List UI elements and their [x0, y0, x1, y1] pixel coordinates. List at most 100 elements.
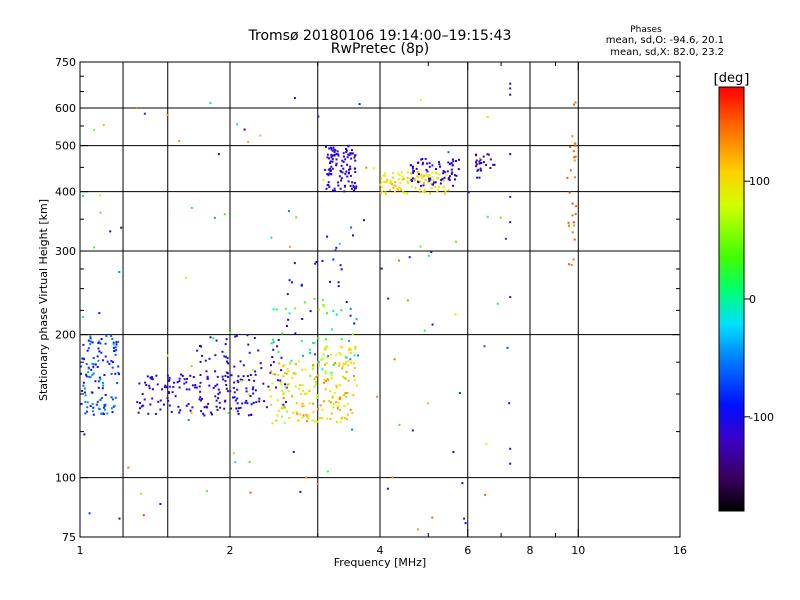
data-point	[353, 354, 356, 357]
data-point	[394, 181, 397, 183]
axis-ticks: 1 2 4 6 8 10 16 75 100 200 300 400 500 600 750	[55, 56, 687, 557]
data-point	[283, 405, 286, 408]
data-point	[85, 363, 88, 365]
data-point	[113, 350, 116, 352]
data-point	[337, 401, 340, 404]
data-point	[151, 388, 154, 391]
data-point	[341, 346, 344, 349]
data-point	[340, 338, 343, 341]
data-point	[496, 302, 499, 305]
data-point	[420, 158, 423, 161]
data-point	[428, 165, 431, 168]
data-point	[338, 362, 341, 365]
x-tick-label: 16	[673, 544, 687, 557]
data-point	[475, 165, 478, 168]
data-point	[337, 285, 340, 288]
data-point	[216, 408, 219, 411]
data-point	[486, 153, 489, 156]
data-point	[174, 395, 177, 398]
data-point	[317, 337, 320, 340]
data-point	[110, 373, 113, 375]
data-point	[226, 372, 229, 375]
data-point	[82, 381, 85, 384]
data-point	[399, 189, 402, 192]
data-point	[139, 407, 141, 410]
data-point	[334, 249, 337, 252]
data-point	[110, 334, 113, 337]
data-point	[423, 329, 426, 332]
data-point	[93, 128, 96, 131]
data-point	[279, 379, 282, 382]
data-point	[227, 362, 230, 365]
data-point	[571, 135, 574, 138]
data-point	[187, 419, 190, 421]
data-point	[92, 357, 95, 359]
data-point	[267, 385, 270, 388]
data-point	[217, 153, 220, 156]
data-point	[248, 379, 251, 381]
data-point	[239, 406, 242, 409]
data-point	[237, 407, 240, 410]
data-point	[353, 189, 355, 192]
data-point	[308, 389, 311, 392]
data-point	[509, 195, 512, 198]
data-point	[448, 179, 451, 182]
data-point	[272, 341, 275, 344]
data-point	[246, 375, 249, 378]
data-point	[214, 395, 217, 398]
data-point	[397, 172, 400, 175]
data-point	[205, 370, 208, 373]
data-point	[313, 420, 316, 423]
data-point	[321, 408, 324, 411]
data-point	[347, 364, 350, 366]
colorbar-label-text: deg	[719, 71, 744, 86]
data-point	[419, 173, 422, 176]
colorbar-tick-label: 0	[749, 293, 756, 306]
data-point	[178, 380, 181, 383]
data-point	[482, 155, 485, 158]
data-point	[144, 381, 147, 384]
data-point	[434, 186, 437, 188]
data-point	[406, 171, 409, 174]
data-point	[102, 359, 105, 362]
data-point	[344, 377, 347, 380]
data-point	[324, 388, 327, 391]
data-point	[91, 341, 94, 344]
data-point	[424, 157, 427, 160]
data-point	[248, 461, 251, 463]
data-point	[444, 190, 447, 193]
data-point	[331, 149, 334, 152]
data-point	[199, 345, 201, 347]
data-point	[236, 397, 239, 400]
data-point	[343, 376, 346, 379]
data-point	[277, 374, 280, 377]
data-point	[335, 401, 338, 404]
data-point	[194, 386, 197, 389]
data-point	[343, 185, 346, 188]
data-point	[191, 384, 194, 387]
data-point	[92, 413, 95, 416]
data-point	[102, 124, 105, 126]
data-point	[235, 407, 238, 410]
data-point	[358, 103, 361, 106]
data-point	[421, 163, 424, 166]
data-point	[339, 264, 342, 267]
data-point	[342, 152, 345, 155]
data-point	[428, 179, 431, 182]
data-point	[342, 160, 345, 163]
data-point	[250, 403, 253, 406]
data-point	[159, 399, 162, 402]
data-point	[83, 387, 86, 390]
data-point	[216, 383, 219, 386]
data-point	[455, 174, 458, 177]
data-point	[199, 390, 202, 393]
data-point	[253, 379, 256, 382]
data-point	[309, 310, 312, 313]
data-point	[149, 403, 152, 406]
data-point	[338, 242, 341, 245]
data-point	[237, 381, 240, 384]
data-point	[98, 340, 101, 343]
data-point	[325, 187, 328, 190]
data-point	[389, 181, 392, 184]
data-point	[340, 353, 343, 356]
